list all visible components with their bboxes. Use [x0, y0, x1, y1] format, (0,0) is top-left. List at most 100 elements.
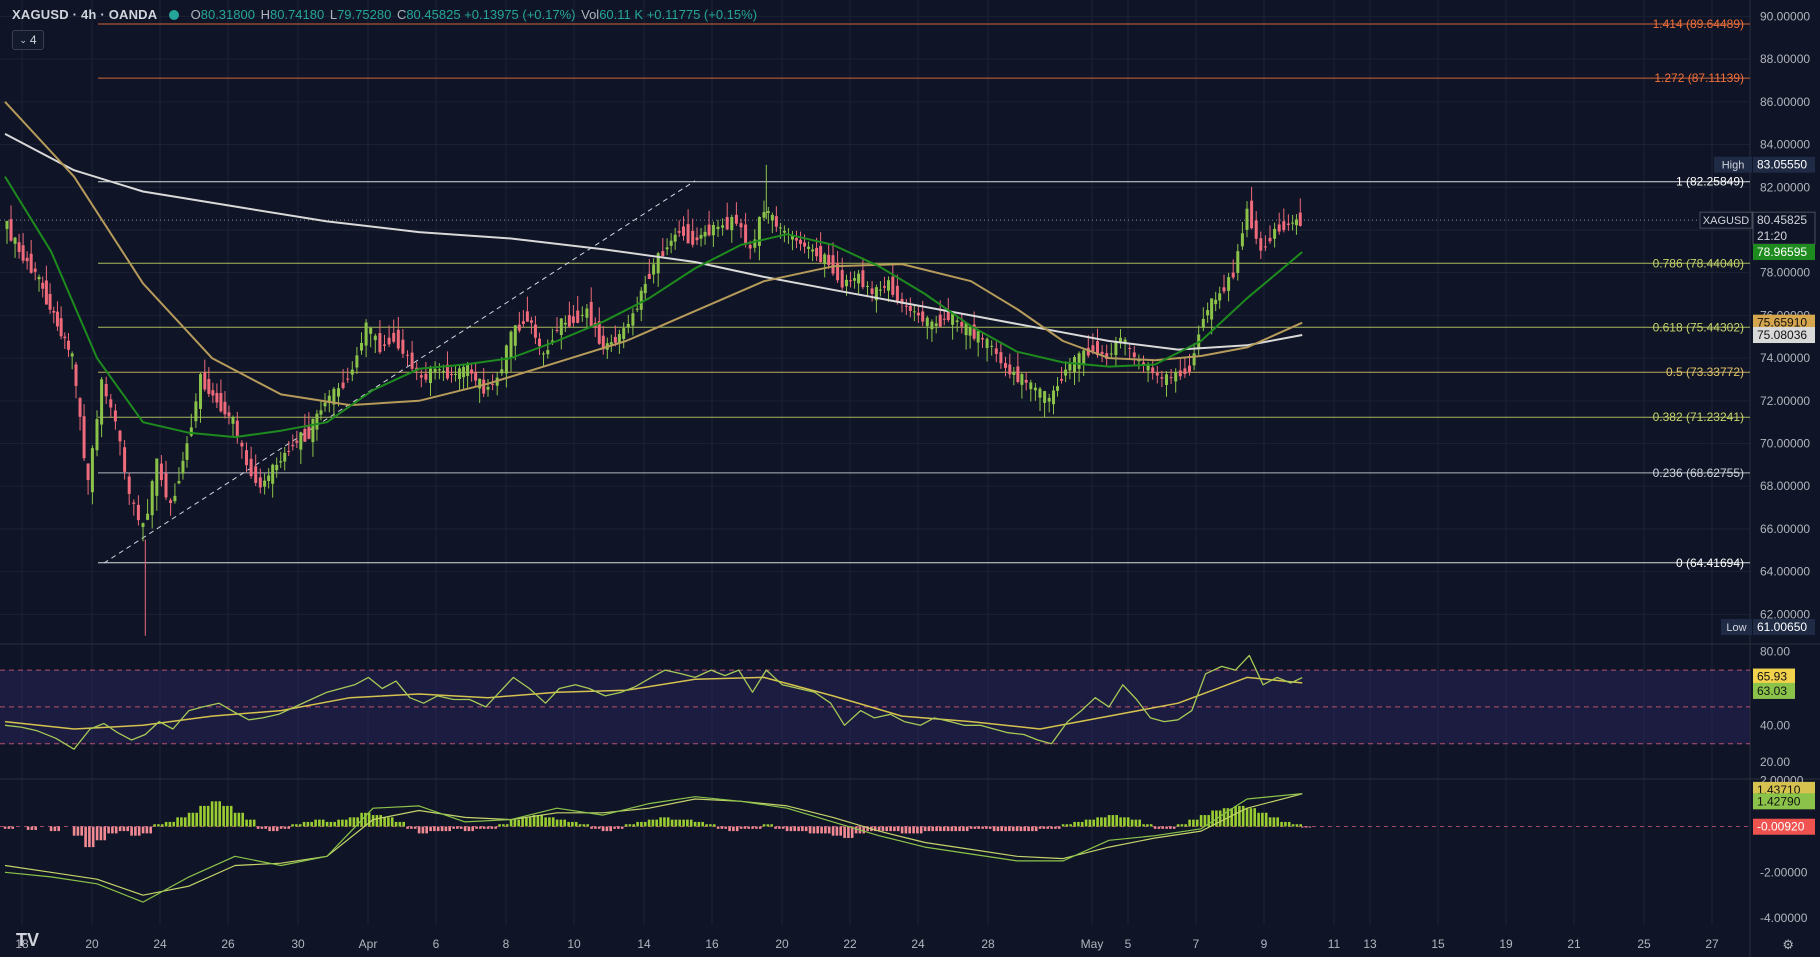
candle-body [823, 254, 827, 265]
macd-hist-bar [843, 826, 846, 838]
candle-body [1169, 377, 1173, 379]
candle-body [491, 383, 495, 385]
candle-body [900, 298, 904, 304]
macd-hist-bar [950, 826, 954, 832]
macd-hist-bar [827, 826, 831, 834]
macd-hist-bar [1249, 808, 1253, 827]
macd-hist-bar [153, 824, 156, 827]
macd-hist-bar [494, 826, 497, 829]
macd-hist-bar [605, 826, 609, 832]
candle-body [643, 283, 647, 294]
candle-body [669, 240, 673, 246]
macd-hist-bar [628, 824, 632, 827]
macd-hist-bar [203, 805, 206, 827]
sma-fast-line [4, 176, 1303, 439]
candle-body [299, 432, 303, 450]
candle-body [904, 305, 908, 307]
macd-hist-bar [1107, 815, 1111, 827]
macd-hist-bar [912, 826, 915, 834]
macd-hist-bar [1230, 808, 1233, 827]
candle-body [350, 369, 354, 375]
macd-hist-bar [1291, 824, 1295, 827]
candle-body [181, 460, 185, 474]
macd-hist-bar [226, 805, 229, 827]
macd-hist-bar [712, 824, 716, 827]
x-tick-label: 19 [1499, 937, 1513, 951]
candle-body [874, 287, 878, 301]
macd-hist-bar [1073, 821, 1076, 827]
macd-hist-bar [34, 826, 37, 830]
candle-body [711, 225, 715, 236]
candle-body [1073, 357, 1076, 373]
candle-body [1254, 220, 1258, 239]
macd-hist-bar [333, 821, 336, 827]
candle-body [1142, 362, 1145, 365]
candle-body [853, 278, 857, 281]
macd-hist-bar [847, 826, 850, 838]
high-label: H [260, 7, 270, 22]
macd-hist-bar [1146, 824, 1149, 827]
macd-hist-bar [755, 826, 758, 829]
candle-body [1020, 374, 1024, 385]
macd-hist-bar [839, 826, 842, 836]
macd-hist-bar [1199, 815, 1203, 827]
candle-body [908, 305, 912, 311]
macd-hist-bar [1115, 815, 1118, 827]
candle-body [1008, 364, 1012, 375]
candle-body [748, 244, 752, 249]
candle-body [307, 426, 311, 439]
macd-hist-bar [467, 826, 471, 832]
candle-body [1119, 337, 1122, 343]
macd-hist-bar [1046, 826, 1049, 829]
candle-body [1086, 347, 1090, 356]
candle-body [576, 310, 580, 323]
price-tick-label: 72.00000 [1760, 394, 1810, 408]
macd-hist-bar [429, 826, 432, 832]
candle-body [287, 450, 291, 452]
price-badge-tag [1721, 619, 1752, 635]
x-tick-label: 18 [15, 937, 29, 951]
macd-hist-bar [1272, 817, 1276, 827]
macd-hist-bar [410, 826, 413, 829]
symbol-title[interactable]: XAGUSD · 4h · OANDA [12, 7, 158, 22]
macd-hist-bar [26, 826, 30, 830]
macd-hist-bar [352, 817, 356, 827]
candle-body [482, 379, 486, 394]
macd-hist-bar [655, 819, 658, 827]
candle-body [164, 473, 168, 498]
candle-body [1206, 310, 1210, 316]
macd-hist-bar [640, 821, 643, 827]
candle-body [1105, 353, 1109, 360]
macd-hist-bar [916, 826, 919, 834]
candle-body [1146, 365, 1150, 371]
x-tick-label: 20 [85, 937, 99, 951]
macd-hist-bar [697, 821, 701, 827]
fib-level-label: 1.272 (87.11139) [1654, 71, 1744, 85]
macd-hist-bar [475, 826, 478, 829]
x-tick-label: 21 [1567, 937, 1581, 951]
macd-hist-bar [774, 826, 777, 829]
candle-body [571, 316, 575, 323]
indicators-toggle-button[interactable]: ⌄ 4 [12, 30, 44, 50]
candle-body [981, 338, 984, 340]
candle-body [1100, 351, 1104, 354]
gear-icon[interactable]: ⚙ [1782, 937, 1794, 952]
candle-body [529, 320, 533, 323]
x-tick-label: 16 [705, 937, 719, 951]
candle-body [29, 253, 33, 273]
macd-hist-bar [988, 826, 992, 829]
macd-hist-bar [528, 817, 532, 827]
price-badge-tag-label: High [1722, 160, 1745, 172]
candle-body [337, 388, 340, 397]
rsi-badge [1753, 668, 1795, 685]
candle-body [17, 242, 21, 253]
macd-hist-bar [1192, 819, 1195, 827]
candle-body [159, 463, 163, 480]
candle-body [1259, 238, 1263, 251]
candle-body [916, 312, 920, 316]
macd-hist-bar [785, 826, 789, 832]
close-value: 80.45825 [406, 7, 461, 22]
macd-hist-bar [1180, 824, 1184, 827]
macd-hist-bar [122, 826, 126, 832]
